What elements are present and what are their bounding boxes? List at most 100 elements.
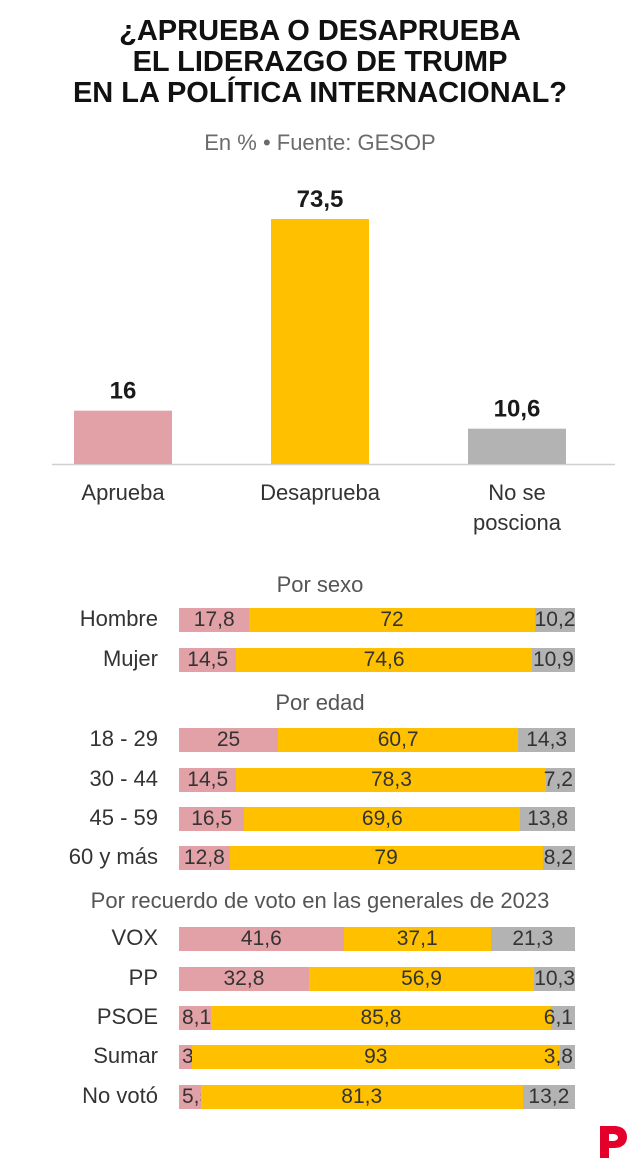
bar-value-label: 16: [110, 378, 137, 405]
segment-value-label: 60,7: [377, 728, 419, 751]
stacked-bar: 5,5 81,3 13,2: [179, 1085, 575, 1109]
segment-aprueba: 32,8: [179, 967, 309, 991]
segment-value-label: 8,1: [182, 1006, 212, 1029]
section-title: Por recuerdo de voto en las generales de…: [90, 888, 550, 913]
segment-no-se-posiciona: 21,3: [490, 927, 575, 951]
segment-desaprueba: 72: [249, 608, 535, 632]
segment-value-label: 21,3: [512, 927, 554, 950]
segment-desaprueba: 60,7: [278, 728, 519, 752]
bar-0: [74, 410, 172, 464]
segment-desaprueba: 78,3: [236, 768, 547, 792]
segment-aprueba: 14,5: [179, 648, 237, 672]
category-label: No se posciona: [473, 480, 562, 535]
stacked-bar: 32,8 56,9 10,3: [179, 967, 575, 991]
publisher-logo-icon: [600, 1126, 627, 1158]
segment-value-label: 12,8: [183, 846, 225, 869]
row-label: PP: [128, 965, 158, 990]
segment-value-label: 17,8: [193, 608, 235, 631]
row-label: Sumar: [93, 1043, 158, 1068]
row-label: VOX: [111, 925, 158, 950]
segment-value-label: 6,1: [543, 1006, 573, 1029]
stacked-bar: 14,5 74,6 10,9: [179, 648, 575, 672]
row-label: PSOE: [96, 1004, 158, 1029]
row-label: No votó: [82, 1083, 158, 1108]
segment-value-label: 7,2: [543, 768, 573, 791]
segment-desaprueba: 74,6: [236, 648, 532, 672]
segment-aprueba: 5,5: [179, 1085, 211, 1109]
segment-aprueba: 25: [179, 728, 278, 752]
segment-desaprueba: 85,8: [211, 1006, 551, 1030]
segment-value-label: 93: [364, 1045, 388, 1068]
segment-value-label: 14,5: [187, 648, 229, 671]
chart-title-line: EN LA POLÍTICA INTERNACIONAL?: [72, 77, 568, 109]
row-label: Mujer: [102, 646, 158, 671]
segment-value-label: 10,9: [532, 648, 574, 671]
segment-value-label: 10,2: [534, 608, 576, 631]
segment-aprueba: 3,2: [179, 1045, 211, 1069]
segment-aprueba: 12,8: [179, 846, 230, 870]
chart-title-line: EL LIDERAZGO DE TRUMP: [132, 46, 508, 78]
segment-value-label: 81,3: [341, 1085, 383, 1108]
segment-desaprueba: 79: [229, 846, 543, 870]
segment-desaprueba: 69,6: [244, 807, 521, 831]
segment-value-label: 13,2: [528, 1085, 570, 1108]
stacked-bar: 16,5 69,6 13,8: [179, 807, 575, 831]
category-label: Aprueba: [81, 480, 165, 505]
segment-value-label: 79: [374, 846, 398, 869]
segment-aprueba: 8,1: [179, 1006, 211, 1030]
segment-value-label: 56,9: [401, 967, 442, 990]
stacked-bar: 17,8 72 10,2: [179, 608, 575, 632]
segment-value-label: 14,5: [187, 768, 229, 791]
segment-no-se-posiciona: 10,9: [531, 648, 575, 672]
stacked-bar: 25 60,7 14,3: [179, 728, 575, 752]
segment-value-label: 78,3: [371, 768, 412, 791]
segment-value-label: 13,8: [527, 807, 569, 830]
row-label: 60 y más: [68, 844, 158, 869]
segment-value-label: 85,8: [360, 1006, 402, 1029]
segment-value-label: 72: [380, 608, 404, 631]
segment-value-label: 69,6: [361, 807, 403, 830]
stacked-bar: 41,6 37,1 21,3: [179, 927, 575, 951]
segment-aprueba: 41,6: [179, 927, 344, 951]
main-bar-chart: 16 Aprueba 73,5 Desaprueba 10,6 No se posciona: [52, 186, 615, 535]
segment-value-label: 25: [216, 728, 241, 751]
stacked-bar: 14,5 78,3 7,2: [179, 768, 575, 792]
bar-1: [271, 219, 369, 464]
segment-no-se-posiciona: 13,8: [520, 807, 575, 831]
section-title: Por edad: [275, 690, 365, 715]
row-label: Hombre: [79, 606, 158, 631]
segment-no-se-posiciona: 7,2: [543, 768, 575, 792]
segment-aprueba: 17,8: [179, 608, 250, 632]
segment-no-se-posiciona: 8,2: [542, 846, 575, 870]
bar-value-label: 10,6: [494, 396, 541, 423]
row-label: 18 - 29: [89, 726, 159, 751]
section-title: Por sexo: [276, 572, 364, 597]
chart-subtitle: En % • Fuente: GESOP: [204, 130, 436, 155]
segment-desaprueba: 81,3: [200, 1085, 523, 1109]
segment-value-label: 3,8: [543, 1045, 573, 1068]
chart-title-line: ¿APRUEBA O DESAPRUEBA: [119, 15, 521, 47]
segment-aprueba: 14,5: [179, 768, 237, 792]
segment-value-label: 41,6: [240, 927, 282, 950]
segment-aprueba: 16,5: [179, 807, 245, 831]
segment-value-label: 10,3: [534, 967, 576, 990]
segment-no-se-posiciona: 10,3: [534, 967, 575, 991]
segment-no-se-posiciona: 3,8: [544, 1045, 575, 1069]
segment-value-label: 8,2: [543, 846, 573, 869]
segment-no-se-posiciona: 6,1: [544, 1006, 575, 1030]
segment-no-se-posiciona: 10,2: [534, 608, 576, 632]
segment-value-label: 14,3: [526, 728, 568, 751]
segment-desaprueba: 56,9: [308, 967, 535, 991]
bar-value-label: 73,5: [297, 186, 344, 213]
segment-no-se-posiciona: 14,3: [518, 728, 575, 752]
category-label: Desaprueba: [260, 480, 381, 505]
stacked-bar: 8,1 85,8 6,1: [179, 1006, 575, 1030]
segment-value-label: 32,8: [223, 967, 265, 990]
stacked-bar: 3,2 93 3,8: [179, 1045, 575, 1069]
segment-value-label: 74,6: [363, 648, 405, 671]
segment-value-label: 37,1: [396, 927, 438, 950]
segment-desaprueba: 93: [191, 1045, 560, 1069]
row-label: 30 - 44: [89, 766, 159, 791]
bar-2: [468, 428, 566, 464]
row-label: 45 - 59: [89, 805, 159, 830]
